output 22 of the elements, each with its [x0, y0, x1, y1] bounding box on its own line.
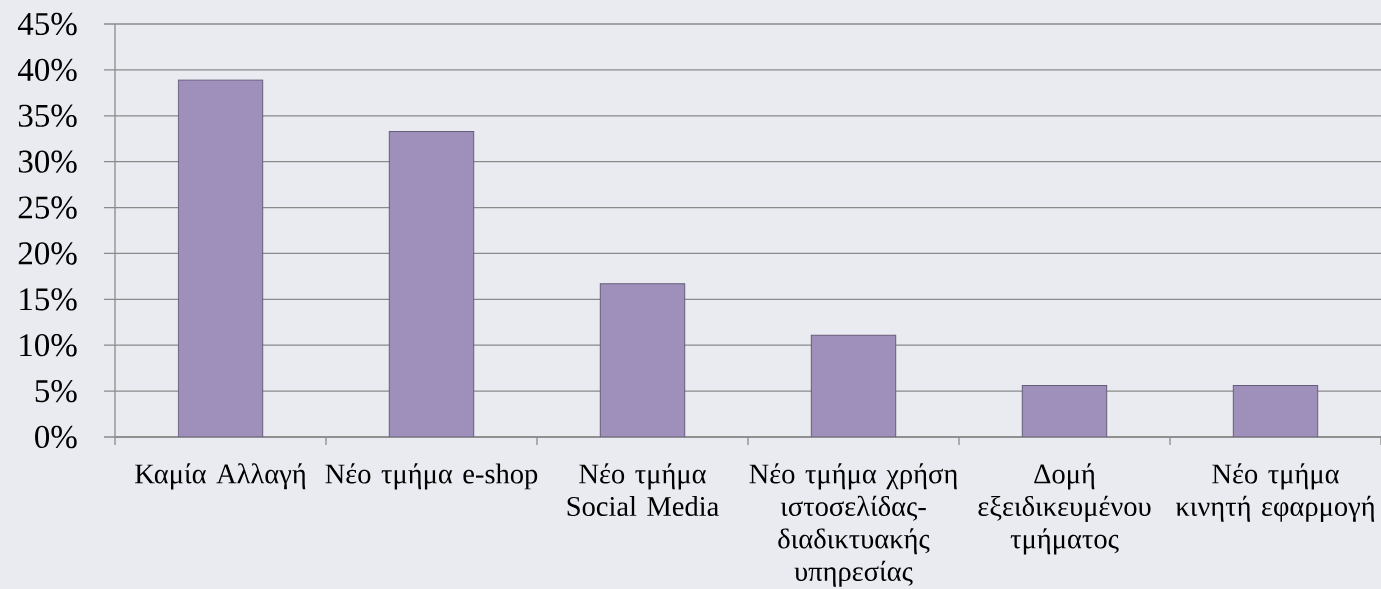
y-tick-label: 35%	[18, 104, 77, 127]
x-tick-label: Δομή εξειδικευμένου τμήματος	[978, 463, 1151, 555]
y-tick-label: 10%	[20, 334, 77, 357]
bar	[1232, 385, 1319, 437]
bar	[388, 130, 475, 437]
bar	[177, 79, 264, 437]
x-tick-label: Καμία Αλλαγή	[135, 463, 306, 490]
y-tick-label: 0%	[35, 425, 77, 449]
y-tick-label: 20%	[18, 242, 77, 265]
y-tick-label: 30%	[18, 150, 77, 173]
bar	[599, 283, 686, 437]
y-tick-label: 45%	[17, 12, 77, 36]
y-tick-label: 25%	[18, 196, 77, 219]
y-tick-label: 5%	[35, 379, 77, 403]
x-tick-label: Νέο τμήμα κινητή εφαρμογή	[1175, 463, 1375, 522]
x-tick-label: Νέο τμήμα e-shop	[325, 463, 538, 490]
y-tick-label: 40%	[17, 58, 77, 82]
y-tick-label: 15%	[20, 288, 77, 311]
bar	[1021, 385, 1108, 437]
x-tick-label: Νέο τμήμα χρήση ιστοσελίδας-διαδικτυακής υπηρεσίας	[749, 463, 957, 587]
x-tick-label: Νέο τμήμα Social Media	[567, 463, 719, 517]
bar	[810, 334, 897, 437]
